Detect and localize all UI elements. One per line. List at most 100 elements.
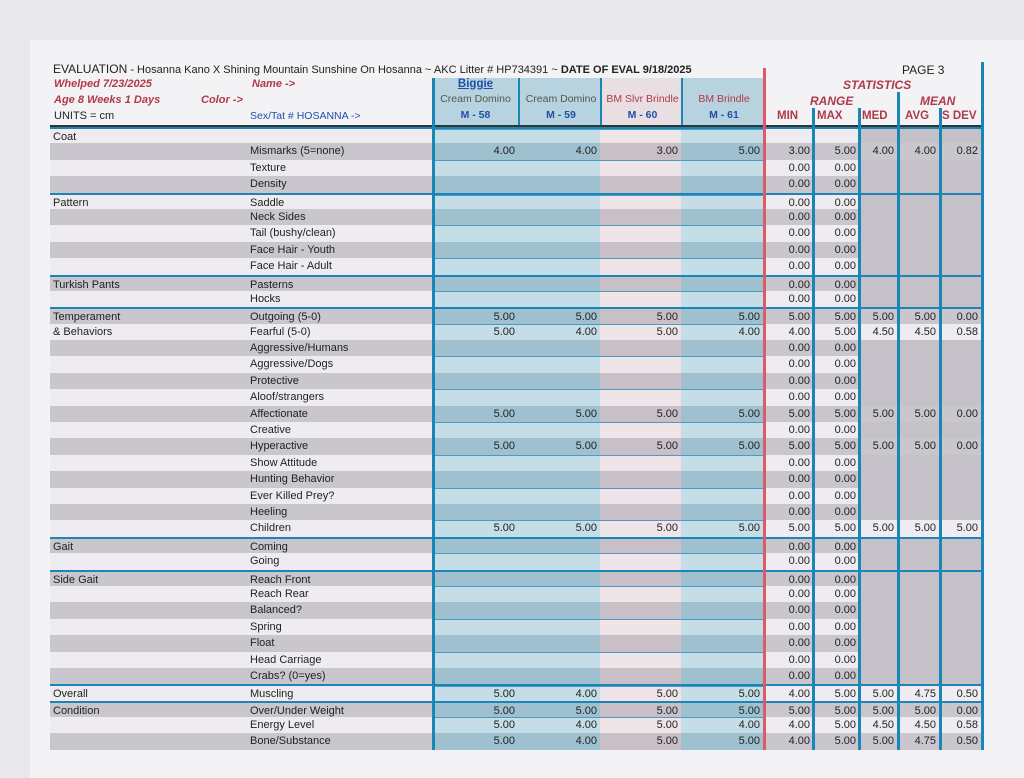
puppy-cell-bg bbox=[600, 290, 681, 308]
puppy-score[interactable]: 5.00 bbox=[738, 145, 760, 158]
stat-value: 0.00 bbox=[834, 424, 856, 437]
puppy-cell-bg bbox=[681, 667, 763, 685]
puppy-score[interactable]: 5.00 bbox=[493, 735, 515, 748]
puppy-score[interactable]: 5.00 bbox=[656, 735, 678, 748]
puppy-cell-bg bbox=[433, 276, 518, 291]
puppy-score[interactable]: 5.00 bbox=[493, 522, 515, 535]
puppy-score[interactable]: 4.00 bbox=[493, 145, 515, 158]
puppy-cell-bg bbox=[518, 538, 600, 554]
puppy-cell-bg bbox=[681, 438, 763, 455]
stat-cell-bg bbox=[939, 159, 981, 177]
puppy-score[interactable]: 5.00 bbox=[656, 325, 678, 338]
stat-value: 0.00 bbox=[834, 227, 856, 240]
stat-value: 0.00 bbox=[834, 210, 856, 223]
trait-label: Creative bbox=[250, 424, 291, 437]
stat-value: 4.00 bbox=[788, 735, 810, 748]
puppy-score[interactable]: 5.00 bbox=[575, 522, 597, 535]
stat-value: 4.50 bbox=[872, 719, 894, 732]
trait-label: Hyperactive bbox=[250, 440, 309, 453]
trait-label: Saddle bbox=[250, 196, 285, 209]
puppy-score[interactable]: 5.00 bbox=[656, 688, 678, 701]
puppy-score[interactable]: 3.00 bbox=[656, 145, 678, 158]
stat-cell-bg bbox=[897, 258, 939, 275]
stat-cell-bg bbox=[939, 651, 981, 668]
puppy-score[interactable]: 4.00 bbox=[575, 688, 597, 701]
puppy-score[interactable]: 5.00 bbox=[493, 719, 515, 732]
puppy-score[interactable]: 5.00 bbox=[493, 688, 515, 701]
puppy-cell-bg bbox=[433, 405, 518, 423]
stat-cell-bg bbox=[858, 667, 897, 685]
stat-cell-bg bbox=[939, 717, 981, 734]
puppy-score[interactable]: 5.00 bbox=[575, 704, 597, 717]
puppy-score[interactable]: 5.00 bbox=[493, 311, 515, 324]
puppy-cell-bg bbox=[518, 438, 600, 455]
puppy-score[interactable]: 5.00 bbox=[738, 688, 760, 701]
puppy-cell-bg bbox=[600, 241, 681, 259]
puppy-score[interactable]: 5.00 bbox=[656, 704, 678, 717]
stat-cell-bg bbox=[897, 356, 939, 373]
stat-cell-bg bbox=[897, 241, 939, 259]
puppy-score[interactable]: 5.00 bbox=[493, 325, 515, 338]
puppy-cell-bg bbox=[518, 717, 600, 734]
trait-label: Tail (bushy/clean) bbox=[250, 227, 336, 240]
puppy-name[interactable] bbox=[683, 78, 765, 93]
stat-cell-bg bbox=[939, 454, 981, 472]
puppy-cell-bg bbox=[518, 686, 600, 701]
puppy-score[interactable]: 4.00 bbox=[575, 719, 597, 732]
puppy-score[interactable]: 5.00 bbox=[656, 311, 678, 324]
puppy-cell-bg bbox=[433, 241, 518, 259]
stat-cell-bg bbox=[858, 520, 897, 537]
puppy-cell-bg bbox=[600, 487, 681, 504]
col-max: MAX bbox=[817, 110, 843, 122]
puppy-cell-bg bbox=[433, 651, 518, 668]
puppy-name[interactable] bbox=[602, 78, 683, 93]
puppy-score[interactable]: 5.00 bbox=[575, 407, 597, 420]
puppy-score[interactable]: 5.00 bbox=[656, 440, 678, 453]
puppy-score[interactable]: 4.00 bbox=[575, 325, 597, 338]
stat-value: 5.00 bbox=[956, 522, 978, 535]
stat-value: 4.75 bbox=[914, 735, 936, 748]
stat-value: 0.00 bbox=[834, 196, 856, 209]
stat-value: 0.00 bbox=[834, 620, 856, 633]
puppy-score[interactable]: 5.00 bbox=[493, 407, 515, 420]
puppy-score[interactable]: 5.00 bbox=[738, 704, 760, 717]
puppy-score[interactable]: 5.00 bbox=[738, 522, 760, 535]
col-avg: AVG bbox=[905, 110, 930, 122]
stat-cell-bg bbox=[897, 553, 939, 570]
puppy-name[interactable] bbox=[520, 78, 602, 93]
stat-cell-bg bbox=[858, 503, 897, 521]
puppy-score[interactable]: 5.00 bbox=[575, 440, 597, 453]
statistics-title: STATISTICS bbox=[843, 78, 912, 92]
puppy-cell-bg bbox=[600, 733, 681, 750]
table-row: Gait Coming 0.00 0.00 bbox=[50, 536, 983, 554]
puppy-score[interactable]: 4.00 bbox=[575, 735, 597, 748]
section-label: Overall bbox=[53, 688, 88, 701]
puppy-score[interactable]: 5.00 bbox=[738, 407, 760, 420]
stat-value: 4.75 bbox=[914, 688, 936, 701]
evaluation-label: EVALUATION bbox=[53, 62, 128, 76]
puppy-score[interactable]: 5.00 bbox=[738, 311, 760, 324]
puppy-cell-bg bbox=[600, 208, 681, 226]
stat-value: 5.00 bbox=[914, 440, 936, 453]
puppy-cell-bg bbox=[681, 194, 763, 209]
puppy-score[interactable]: 5.00 bbox=[738, 735, 760, 748]
puppy-score[interactable]: 4.00 bbox=[738, 719, 760, 732]
sex-tat-label: Sex/Tat # HOSANNA -> bbox=[250, 110, 361, 122]
stat-value: 0.00 bbox=[788, 243, 810, 256]
puppy-name[interactable]: Biggie bbox=[457, 78, 494, 90]
puppy-score[interactable]: 5.00 bbox=[656, 407, 678, 420]
stat-cell-bg bbox=[897, 717, 939, 734]
puppy-score[interactable]: 4.00 bbox=[575, 145, 597, 158]
puppy-score[interactable]: 5.00 bbox=[656, 719, 678, 732]
puppy-score[interactable]: 4.00 bbox=[738, 325, 760, 338]
puppy-score[interactable]: 5.00 bbox=[738, 440, 760, 453]
puppy-cell-bg bbox=[518, 471, 600, 488]
puppy-score[interactable]: 5.00 bbox=[656, 522, 678, 535]
puppy-cell-bg bbox=[433, 258, 518, 275]
puppy-score[interactable]: 5.00 bbox=[493, 440, 515, 453]
puppy-cell-bg bbox=[433, 159, 518, 177]
stat-cell-bg bbox=[897, 309, 939, 324]
stat-cell-bg bbox=[858, 585, 897, 603]
puppy-score[interactable]: 5.00 bbox=[493, 704, 515, 717]
puppy-score[interactable]: 5.00 bbox=[575, 311, 597, 324]
